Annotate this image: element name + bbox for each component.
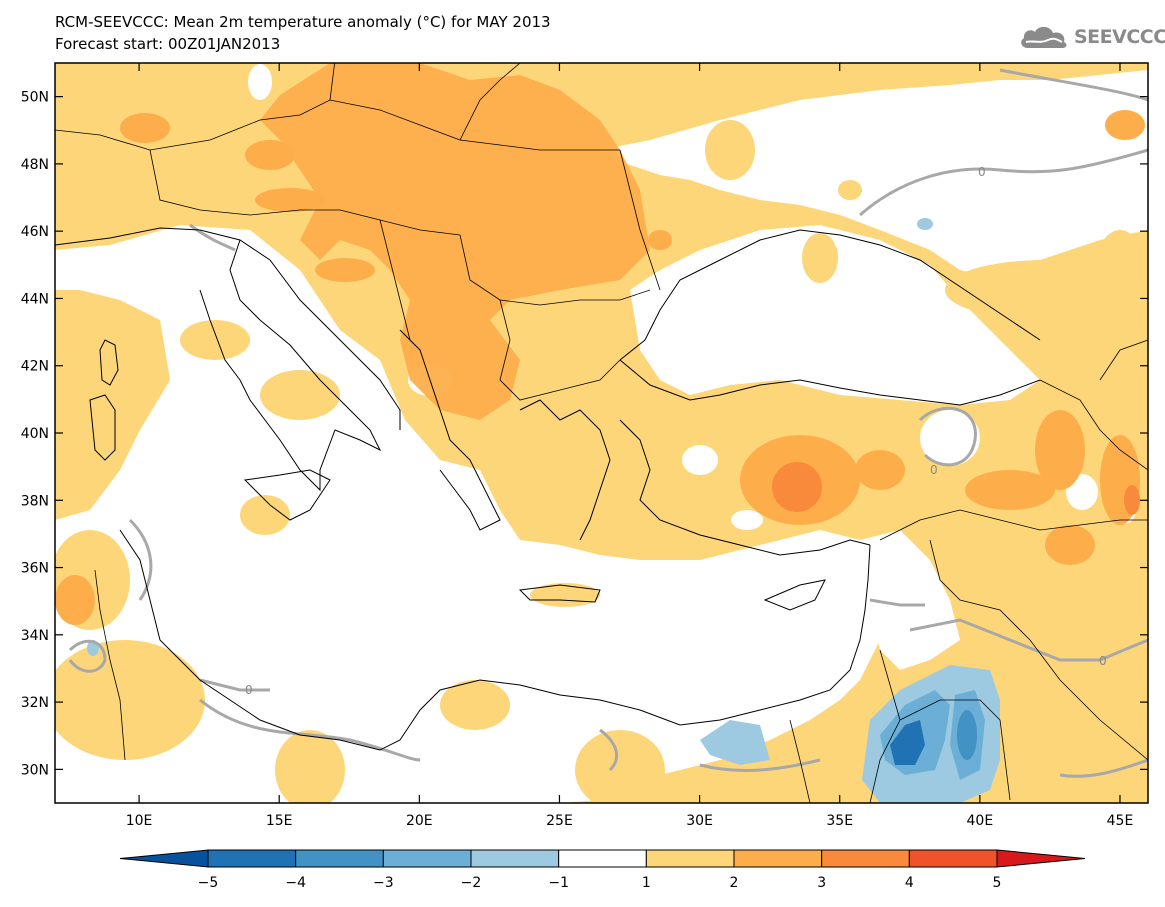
contour-label: 0 <box>245 683 253 697</box>
colorbar-swatch <box>821 849 910 868</box>
lon-tick-label: 35E <box>826 813 853 829</box>
colorbar-swatch <box>908 849 998 868</box>
lat-tick-label: 50N <box>21 90 49 106</box>
lat-tick-label: 32N <box>21 695 49 711</box>
lon-tick-label: 30E <box>686 813 713 829</box>
contour-label: 0 <box>978 165 986 179</box>
country-borders <box>55 63 1148 803</box>
anomaly-field-3-4 <box>772 462 1140 515</box>
lat-tick-label: 42N <box>21 359 49 375</box>
lat-tick-label: 36N <box>21 561 49 577</box>
colorbar-swatch <box>645 849 735 868</box>
lat-tick-label: 34N <box>21 628 49 644</box>
colorbar-swatch <box>470 849 560 868</box>
colorbar-max-extension <box>996 849 1086 868</box>
lat-tick-label: 46N <box>21 224 49 240</box>
lon-tick-label: 10E <box>126 813 153 829</box>
colorbar-level-label: −5 <box>198 875 219 891</box>
lon-tick-label: 15E <box>266 813 293 829</box>
lat-tick-label: 40N <box>21 426 49 442</box>
map-area <box>55 63 1148 803</box>
colorbar-swatch <box>733 849 823 868</box>
contour-labels: 0 0 0 0 <box>245 165 1107 697</box>
contour-label: 0 <box>1099 654 1107 668</box>
longitude-axis: 10E 15E 20E 25E 30E 35E 40E 45E <box>126 63 1134 829</box>
map-title: RCM-SEEVCCC: Mean 2m temperature anomaly… <box>55 13 551 31</box>
latitude-axis: 50N 48N 46N 44N 42N 40N 38N 36N 34N 32N 30N <box>21 90 1148 778</box>
lon-tick-label: 25E <box>546 813 573 829</box>
colorbar-level-label: 3 <box>817 875 826 891</box>
zero-contours <box>68 68 1148 778</box>
lat-tick-label: 30N <box>21 762 49 778</box>
colorbar-level-label: −2 <box>461 875 482 891</box>
map-subtitle: Forecast start: 00Z01JAN2013 <box>55 35 281 53</box>
logo-text: SEEVCCC <box>1074 26 1165 48</box>
colorbar-min-extension <box>119 849 209 868</box>
colorbar-level-label: −3 <box>373 875 394 891</box>
colorbar-swatch <box>382 849 472 868</box>
colorbar-level-label: −4 <box>285 875 306 891</box>
lat-tick-label: 48N <box>21 157 49 173</box>
lon-tick-label: 40E <box>967 813 994 829</box>
colorbar-level-label: 5 <box>993 875 1002 891</box>
colorbar: −5 −4 −3 −2 −1 1 2 3 4 5 <box>119 849 1086 891</box>
lon-tick-label: 45E <box>1107 813 1134 829</box>
negative-anomaly-regions <box>87 218 1000 803</box>
colorbar-swatch <box>295 849 384 868</box>
seevccc-logo: SEEVCCC <box>1018 22 1165 52</box>
colorbar-level-label: −1 <box>548 875 569 891</box>
colorbar-level-label: 2 <box>730 875 739 891</box>
colorbar-level-label: 1 <box>642 875 651 891</box>
colorbar-level-label: 4 <box>905 875 914 891</box>
light-positive-patches <box>55 120 1148 803</box>
lat-tick-label: 38N <box>21 493 49 509</box>
colorbar-swatch <box>207 849 297 868</box>
coastlines <box>55 227 1041 751</box>
colorbar-swatch <box>558 849 647 868</box>
lat-tick-label: 44N <box>21 291 49 307</box>
lon-tick-label: 20E <box>406 813 433 829</box>
contour-label: 0 <box>930 463 938 477</box>
cloud-icon <box>1021 26 1067 48</box>
